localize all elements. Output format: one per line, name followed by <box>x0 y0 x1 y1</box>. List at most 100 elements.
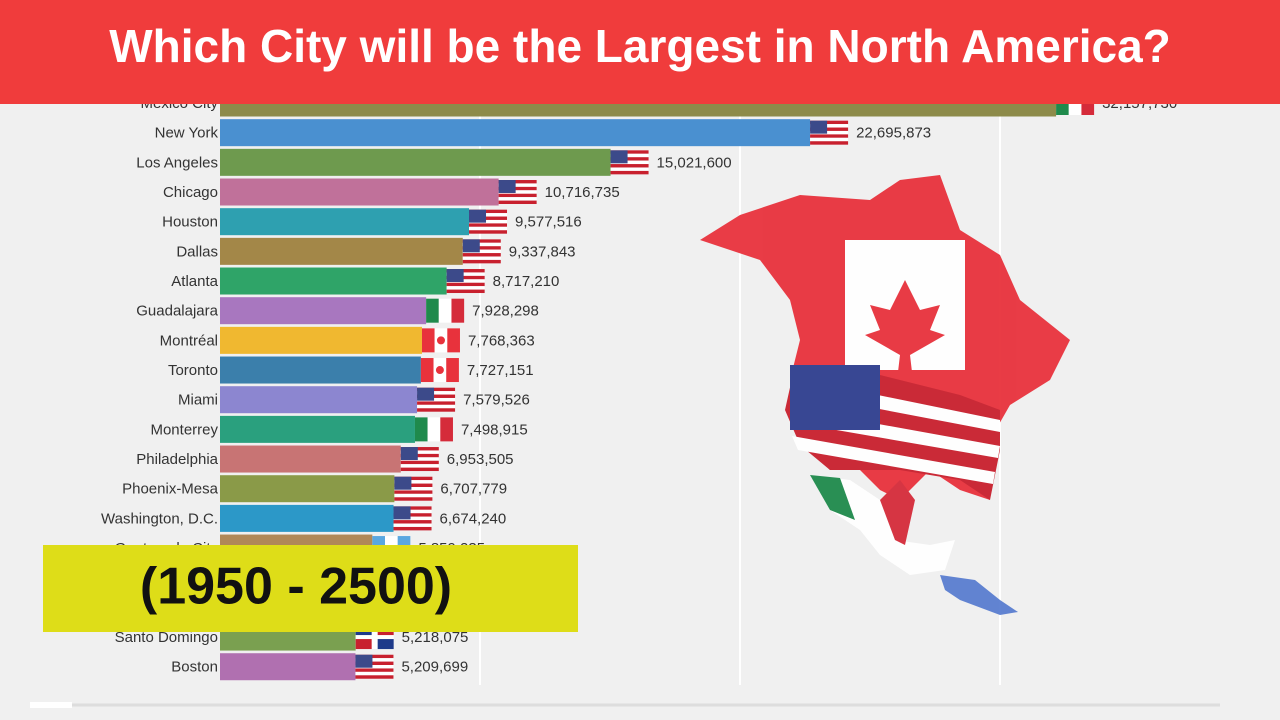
chart-title: Which City will be the Largest in North … <box>109 20 1171 72</box>
flag-stripe <box>355 665 394 669</box>
flag-stripe <box>417 397 456 402</box>
y-tick-label: Montréal <box>160 332 218 349</box>
flag-stripe <box>469 223 508 227</box>
value-label: 9,577,516 <box>515 214 582 231</box>
flag <box>417 387 456 412</box>
flag-band <box>451 298 465 323</box>
y-tick-label: Houston <box>162 214 218 231</box>
flag-stripe <box>462 259 501 264</box>
flag-stripe <box>498 193 537 198</box>
flag-canton <box>393 506 411 520</box>
flag-stripe <box>355 661 394 666</box>
flag-leaf <box>436 336 445 345</box>
flag-stripe <box>446 269 485 273</box>
flag <box>400 447 439 472</box>
flag-stripe <box>810 137 849 142</box>
flag-stripe <box>417 401 456 405</box>
flag-band <box>420 358 434 383</box>
bar <box>220 148 611 176</box>
flag-canton <box>417 387 435 401</box>
flag-stripe <box>417 391 456 395</box>
flag-stripe <box>400 457 439 461</box>
flag-stripe <box>355 654 394 659</box>
bar <box>220 653 356 681</box>
flag-stripe <box>446 272 485 276</box>
flag <box>394 476 433 501</box>
flag-stripe <box>498 183 537 187</box>
flag-canton <box>446 269 464 283</box>
flag-stripe <box>400 467 439 472</box>
y-tick-label: Guadalajara <box>136 303 218 320</box>
flag-stripe <box>400 447 439 451</box>
flag <box>393 506 432 531</box>
flag-stripe <box>394 480 433 484</box>
flag-stripe <box>610 167 649 171</box>
y-tick-label: Washington, D.C. <box>101 510 218 527</box>
y-tick-label: Philadelphia <box>136 451 218 468</box>
flag-stripe <box>462 239 501 243</box>
flag <box>498 180 537 205</box>
value-label: 5,209,699 <box>401 659 468 676</box>
map-maple-leaf <box>865 280 945 372</box>
value-label: 9,337,843 <box>509 243 576 260</box>
flag <box>610 150 649 175</box>
flag-band <box>427 417 441 442</box>
flag-canton <box>400 447 418 461</box>
bar <box>220 326 422 354</box>
flag-band <box>440 417 453 442</box>
flag-stripe <box>355 668 394 672</box>
flag-stripe <box>462 253 501 257</box>
flag-stripe <box>810 134 849 138</box>
flag-canton <box>610 150 628 164</box>
flag <box>469 209 508 234</box>
flag-stripe <box>498 200 537 205</box>
timeline-handle <box>30 702 72 708</box>
map-illustration <box>700 175 1070 615</box>
map-usa-stripes <box>790 378 1000 484</box>
y-tick-label: Monterrey <box>150 421 218 438</box>
flag <box>355 654 394 679</box>
flag-canton <box>498 180 516 194</box>
flag-canton <box>810 120 828 134</box>
flag-stripe <box>469 219 508 224</box>
flag-stripe <box>355 671 394 676</box>
value-label: 22,695,873 <box>856 125 931 142</box>
flag-stripe <box>610 160 649 165</box>
flag-stripe <box>498 197 537 201</box>
flag <box>420 358 459 383</box>
flag-stripe <box>394 493 433 498</box>
flag-q <box>377 639 394 650</box>
bar <box>220 178 499 206</box>
bar <box>220 445 401 473</box>
bar <box>220 208 470 236</box>
flag-leaf <box>435 366 444 375</box>
flag-stripe <box>394 497 433 501</box>
map-mexico-green <box>810 475 855 520</box>
flag <box>421 328 460 353</box>
flag-stripe <box>610 157 649 161</box>
flag-stripe <box>446 289 485 294</box>
value-label: 7,579,526 <box>463 392 530 409</box>
flag-stripe <box>469 209 508 214</box>
flag-stripe <box>446 286 485 290</box>
flag-stripe <box>446 279 485 283</box>
y-tick-label: Boston <box>171 659 218 676</box>
bar <box>220 415 415 443</box>
flag-stripe <box>462 246 501 250</box>
bar <box>220 119 811 147</box>
flag-stripe <box>417 408 456 412</box>
flag-band <box>421 328 435 353</box>
value-label: 10,716,735 <box>545 184 620 201</box>
flag-stripe <box>393 526 432 531</box>
flag-stripe <box>355 675 394 679</box>
flag-stripe <box>446 282 485 287</box>
flag-band <box>447 328 460 353</box>
flag-stripe <box>469 213 508 217</box>
bar <box>220 237 463 265</box>
y-tick-label: Dallas <box>176 243 218 260</box>
flag-stripe <box>394 483 433 487</box>
flag-stripe <box>400 450 439 454</box>
flag-stripe <box>610 170 649 175</box>
